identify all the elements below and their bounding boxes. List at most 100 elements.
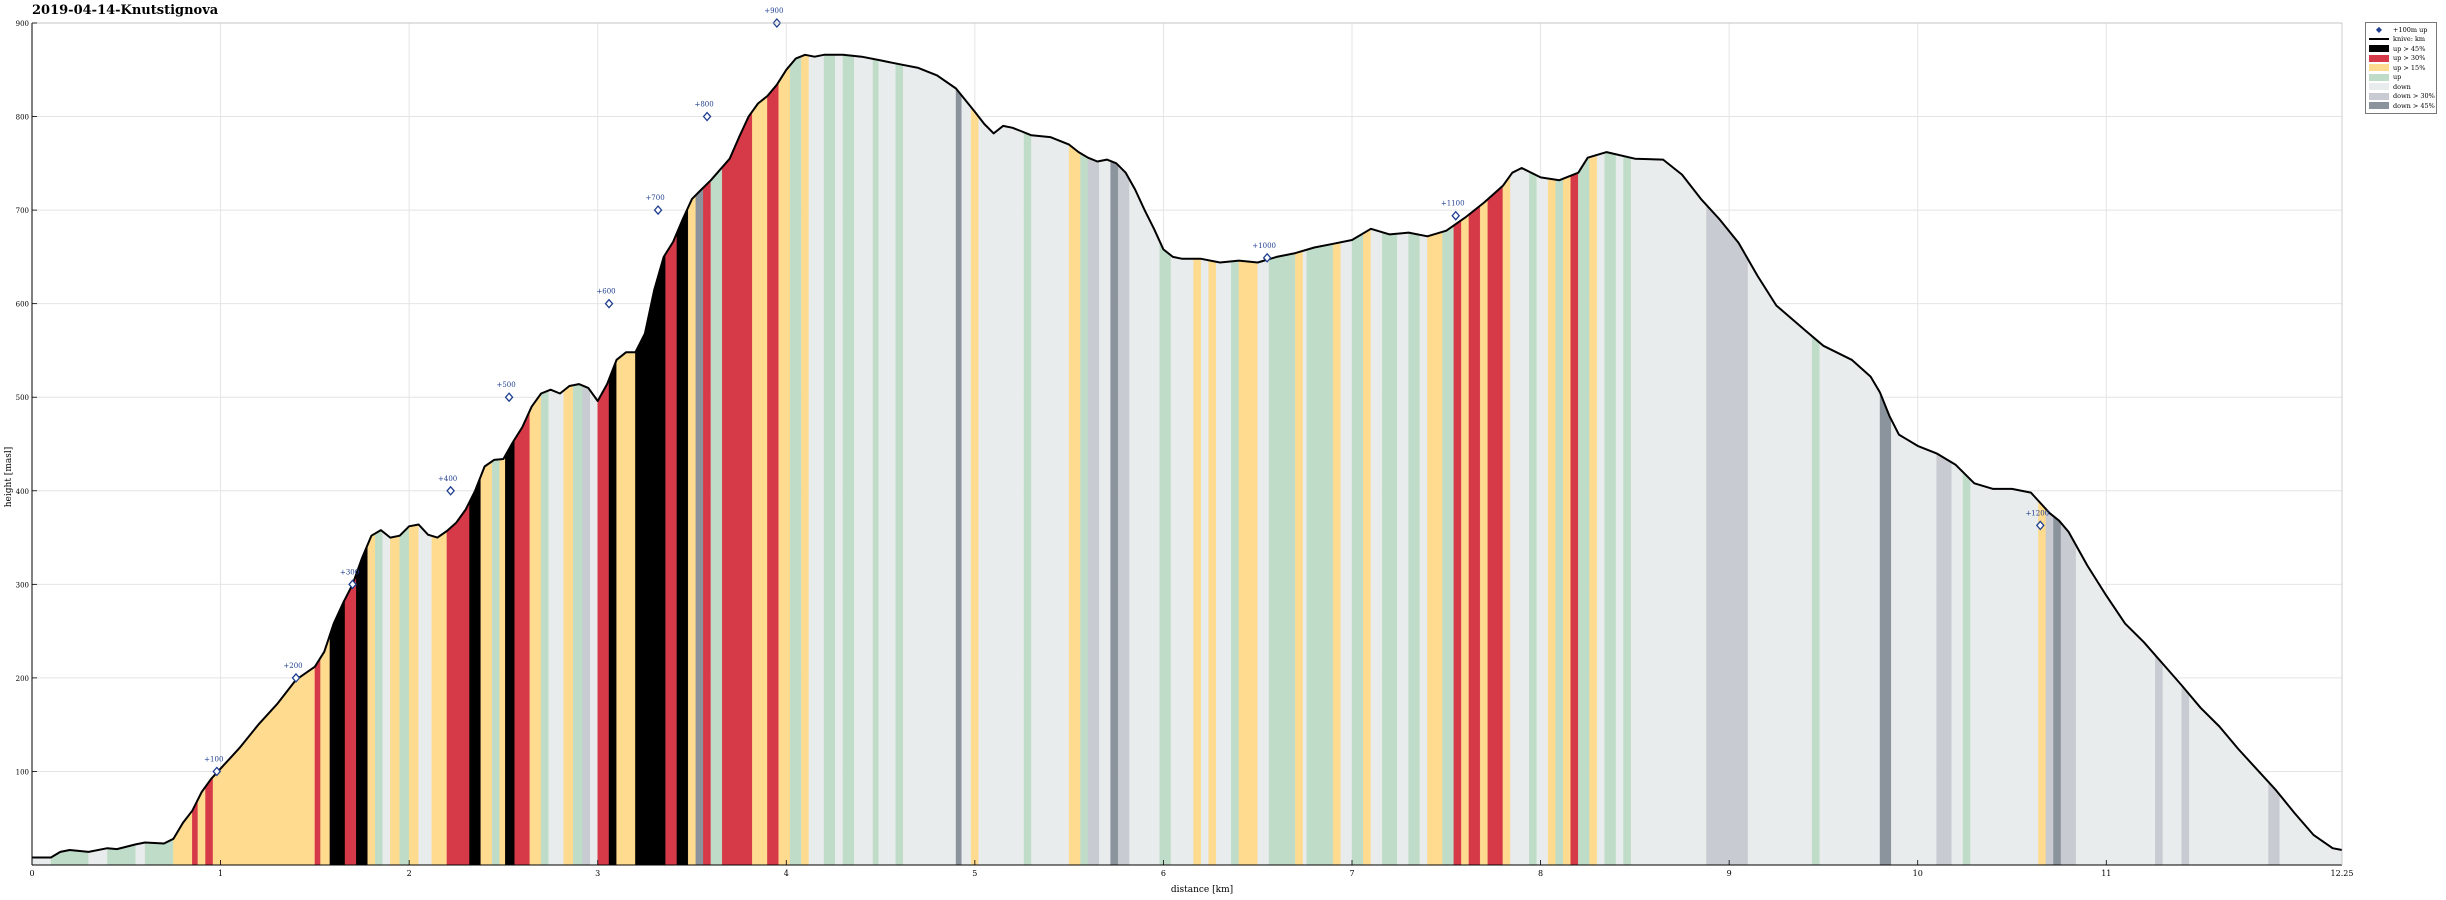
segment-down45: [2053, 515, 2062, 866]
segment-up30: [767, 81, 779, 866]
marker-diamond: [348, 579, 357, 590]
legend-item: up > 30%: [2369, 54, 2433, 64]
marker-label: +500: [496, 381, 515, 389]
legend-color-swatch: [2369, 64, 2389, 72]
marker-label: +800: [694, 101, 713, 109]
segment-down: [961, 94, 972, 866]
segment-up15: [1461, 214, 1470, 866]
segment-up30: [314, 657, 321, 866]
segment-down: [903, 64, 957, 866]
legend-color-swatch: [2369, 45, 2389, 53]
legend-label: up > 45%: [2393, 44, 2426, 53]
segment-up15: [1589, 154, 1598, 866]
segment-up15: [1547, 178, 1556, 866]
segment-up: [491, 459, 500, 866]
legend-color-swatch: [2369, 54, 2389, 62]
segment-down: [1819, 342, 1881, 866]
segment-up30: [722, 110, 753, 866]
segment-down30: [2045, 508, 2054, 866]
segment-down: [1630, 157, 1707, 866]
legend-item: down > 30%: [2369, 92, 2435, 102]
legend-label: up: [2393, 73, 2402, 82]
segment-down: [1302, 249, 1307, 866]
segment-up30: [344, 573, 357, 866]
segment-up15: [1502, 174, 1511, 866]
x-tick-label: 6: [1161, 869, 1166, 878]
segment-up30: [597, 379, 610, 866]
x-tick-label: 5: [972, 869, 977, 878]
x-tick-label: 10: [1913, 869, 1923, 878]
segment-up30: [1487, 185, 1504, 866]
segment-up15: [1193, 258, 1202, 866]
segment-up: [1529, 171, 1537, 866]
x-axis-label: distance [km]: [1171, 885, 1233, 895]
axes: 0 1 2 3 4 5 6 7 8 9 10 11 12.25 100 200 300 400 500 600 700…: [16, 20, 2354, 878]
segment-up: [540, 390, 549, 866]
segment-down: [1031, 135, 1070, 866]
marker-diamond: [291, 672, 301, 683]
x-tick-label: 0: [29, 869, 34, 878]
segment-down: [1419, 234, 1428, 866]
segment-up: [823, 54, 836, 866]
segment-up: [842, 54, 855, 866]
y-tick-label: 800: [16, 114, 29, 122]
segment-up30: [1468, 205, 1481, 866]
segment-down45: [1879, 392, 1892, 866]
segment-down: [1099, 159, 1111, 866]
segment-up: [789, 56, 802, 866]
segment-down: [1615, 154, 1624, 866]
marker-label: +700: [645, 194, 664, 202]
segment-up45: [608, 359, 617, 866]
segment-up: [573, 383, 583, 866]
x-end-label: 12.25: [2331, 869, 2354, 878]
legend-item: up > 15%: [2369, 63, 2433, 73]
segment-up45: [329, 599, 346, 866]
segment-up45: [676, 207, 689, 866]
segment-up45: [469, 476, 481, 866]
segment-down: [590, 389, 598, 866]
segment-up15: [212, 666, 316, 866]
y-tick-label: 500: [16, 394, 29, 402]
segment-up: [1408, 232, 1421, 866]
x-tick-label: 4: [784, 869, 789, 878]
segment-up: [872, 58, 879, 866]
segment-down: [418, 523, 432, 866]
segment-up15: [529, 392, 542, 866]
y-axis-label: height [masl]: [4, 447, 14, 507]
legend-label: up > 30%: [2393, 54, 2426, 63]
legend-item: up: [2369, 73, 2433, 83]
segment-down30: [1706, 204, 1715, 866]
segment-down: [1510, 167, 1530, 866]
segment-down30: [1118, 164, 1130, 866]
marker-diamond: [604, 298, 614, 309]
segment-up15: [431, 530, 448, 866]
segment-down: [1170, 254, 1194, 866]
segment-up: [710, 166, 723, 866]
segment-down45: [955, 87, 962, 866]
legend-item: down > 45%: [2369, 101, 2435, 111]
segment-up15: [970, 106, 979, 866]
segment-up15: [752, 95, 768, 866]
x-tick-label: 7: [1349, 869, 1354, 878]
segment-down45: [695, 187, 704, 866]
segment-down: [1200, 258, 1209, 866]
segment-down30: [1713, 212, 1749, 866]
profile-line-layer: [32, 53, 2343, 859]
marker-diamond: [702, 111, 712, 122]
hundred-meter-markers: +100 +200 +300 +400 +500 +600 +700 +800 +900 +100…: [204, 7, 2049, 777]
marker-diamond: [212, 766, 222, 777]
segment-up: [1080, 152, 1089, 866]
segment-up: [1578, 156, 1590, 866]
segment-down: [878, 59, 896, 866]
segment-up: [1442, 225, 1454, 866]
y-tick-label: 400: [16, 488, 29, 496]
segment-up30: [703, 179, 712, 866]
segment-down45: [1110, 160, 1119, 866]
marker-label: +100: [204, 755, 223, 763]
segment-down: [1216, 261, 1232, 866]
segment-up30: [205, 776, 214, 866]
marker-diamond: [2035, 520, 2045, 531]
legend-line-swatch: [2369, 38, 2389, 41]
segment-up15: [2038, 500, 2047, 866]
marker-diamond: [504, 392, 514, 403]
